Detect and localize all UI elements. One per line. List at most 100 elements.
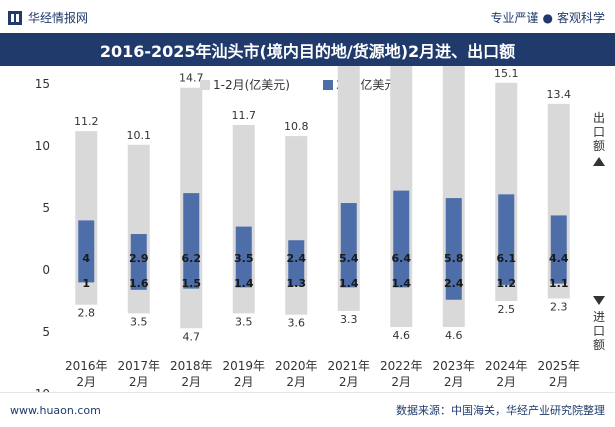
x-tick-label-year: 2018年 — [170, 359, 213, 373]
y-tick-label: 15 — [35, 77, 50, 91]
label-ytd-import: 2.5 — [498, 303, 516, 316]
import-axis-label-char: 额 — [593, 338, 605, 352]
label-ytd-import: 3.5 — [130, 315, 148, 328]
export-axis-label-char: 额 — [593, 139, 605, 153]
import-axis-label-char: 口 — [593, 324, 605, 338]
x-tick-label-year: 2024年 — [485, 359, 528, 373]
label-ytd-import: 4.6 — [393, 329, 411, 342]
label-ytd-export: 15.1 — [494, 67, 519, 80]
bar-month-import — [340, 270, 357, 288]
x-tick-label-year: 2021年 — [327, 359, 370, 373]
label-month-export: 5.8 — [444, 252, 464, 265]
label-month-import: 1.6 — [129, 277, 149, 290]
label-ytd-export: 10.1 — [127, 129, 152, 142]
title-band: 2016-2025年汕头市(境内目的地/货源地)2月进、出口额 — [0, 33, 615, 66]
chart-title: 2016-2025年汕头市(境内目的地/货源地)2月进、出口额 — [99, 41, 516, 61]
slogan-right: 客观科学 — [556, 11, 605, 25]
bar-month-import — [288, 270, 305, 287]
bar-chart: 1-2月(亿美元)2月(亿美元)252015105051011.22.84120… — [35, 66, 605, 392]
bar-month-export — [550, 215, 567, 270]
x-tick-label-year: 2022年 — [380, 359, 423, 373]
bar-ytd-export — [285, 136, 308, 270]
label-ytd-export: 14.7 — [179, 72, 204, 85]
x-tick-label-month: 2月 — [549, 375, 569, 389]
x-tick-label-year: 2016年 — [65, 359, 108, 373]
x-tick-label-year: 2025年 — [537, 359, 580, 373]
bar-month-export — [340, 203, 357, 270]
import-axis-label-char: 进 — [593, 310, 605, 324]
label-month-export: 2.4 — [287, 252, 307, 265]
export-axis-label: 出口额 — [593, 111, 605, 153]
label-ytd-import: 3.5 — [235, 315, 253, 328]
bar-month-export — [393, 190, 410, 270]
bar-month-import — [235, 270, 252, 288]
bar-month-import — [498, 270, 515, 285]
top-right-slogan: 专业严谨 ● 客观科学 — [490, 9, 605, 26]
export-axis-label-char: 口 — [593, 125, 605, 139]
label-ytd-import: 2.3 — [550, 301, 568, 314]
bar-month-export — [498, 194, 515, 270]
x-tick-label-month: 2月 — [234, 375, 254, 389]
y-tick-label: 10 — [35, 139, 50, 153]
import-axis-label: 进口额 — [593, 310, 605, 352]
label-month-export: 4 — [82, 252, 90, 265]
label-ytd-import: 3.3 — [340, 313, 358, 326]
label-month-export: 6.1 — [497, 252, 517, 265]
y-tick-label: 5 — [42, 201, 50, 215]
bar-month-export — [235, 226, 252, 270]
label-month-import: 1.3 — [287, 277, 307, 290]
footer-url[interactable]: www.huaon.com — [10, 403, 101, 417]
export-axis-label-char: 出 — [593, 111, 605, 125]
label-ytd-export: 10.8 — [284, 120, 309, 133]
label-month-import: 1.5 — [182, 277, 202, 290]
x-tick-label-month: 2月 — [181, 375, 201, 389]
label-ytd-export: 11.7 — [232, 109, 257, 122]
legend-swatch-2 — [323, 80, 333, 90]
x-tick-label-month: 2月 — [339, 375, 359, 389]
x-tick-label-year: 2017年 — [117, 359, 160, 373]
label-month-import: 1.4 — [234, 277, 254, 290]
bar-month-import — [130, 270, 147, 290]
label-ytd-import: 3.6 — [288, 317, 306, 330]
legend-swatch-1 — [200, 80, 210, 90]
label-ytd-import: 2.8 — [78, 307, 96, 320]
bar-month-import — [78, 270, 95, 283]
y-tick-label: 5 — [42, 325, 50, 339]
x-tick-label-month: 2月 — [496, 375, 516, 389]
y-tick-label: 10 — [35, 387, 50, 392]
label-ytd-export: 13.4 — [547, 88, 572, 101]
label-month-export: 3.5 — [234, 252, 254, 265]
label-ytd-import: 4.6 — [445, 329, 463, 342]
bar-month-export — [78, 220, 95, 270]
x-tick-label-month: 2月 — [76, 375, 96, 389]
x-tick-label-month: 2月 — [129, 375, 149, 389]
legend-label-1: 1-2月(亿美元) — [213, 77, 290, 92]
x-tick-label-year: 2023年 — [432, 359, 475, 373]
label-month-import: 2.4 — [444, 277, 464, 290]
x-tick-label-month: 2月 — [391, 375, 411, 389]
label-month-export: 6.4 — [392, 252, 412, 265]
slogan-separator-icon: ● — [542, 10, 553, 25]
bar-month-import — [183, 270, 200, 289]
label-month-import: 1.4 — [392, 277, 412, 290]
brand-logo-icon — [8, 10, 22, 25]
label-month-import: 1.1 — [549, 277, 569, 290]
label-month-export: 2.9 — [129, 252, 149, 265]
slogan-left: 专业严谨 — [490, 11, 539, 25]
brand[interactable]: 华经情报网 — [8, 9, 88, 26]
bar-month-export — [183, 193, 200, 270]
label-month-import: 1 — [82, 277, 90, 290]
arrow-up-icon — [593, 157, 605, 166]
x-tick-label-year: 2019年 — [222, 359, 265, 373]
label-month-export: 6.2 — [182, 252, 202, 265]
bar-month-import — [550, 270, 567, 284]
y-tick-label: 0 — [42, 263, 50, 277]
bar-month-import — [445, 270, 462, 300]
label-month-export: 5.4 — [339, 252, 359, 265]
bar-month-export — [130, 234, 147, 270]
bar-month-export — [288, 240, 305, 270]
label-ytd-import: 4.7 — [183, 330, 201, 343]
arrow-down-icon — [593, 296, 605, 305]
label-ytd-export: 11.2 — [74, 115, 99, 128]
top-bar: 华经情报网 专业严谨 ● 客观科学 — [0, 0, 615, 33]
